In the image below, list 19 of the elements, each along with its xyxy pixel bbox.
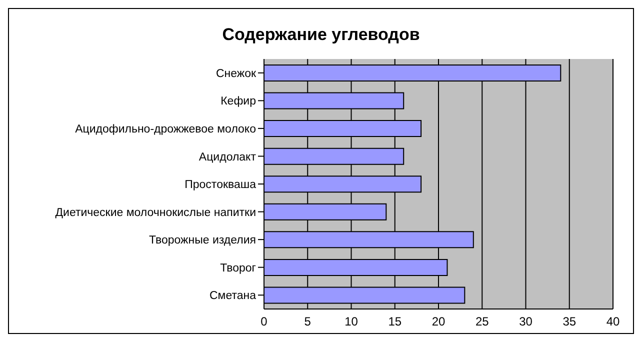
y-tick-label: Творожные изделия <box>149 234 256 247</box>
x-tick-label: 35 <box>562 314 576 329</box>
y-tick-label: Кефир <box>220 96 256 108</box>
chart-title: Содержание углеводов <box>221 25 421 46</box>
y-tick-label: Ацидолакт <box>198 151 257 164</box>
y-tick-label: Творог <box>220 262 256 274</box>
x-tick-label: 0 <box>260 314 268 329</box>
y-tick-label: Ацидофильно-дрожжевое молоко <box>75 124 256 136</box>
x-tick-label: 20 <box>432 314 446 329</box>
y-tick-label: Снежок <box>216 68 257 80</box>
y-tick-label: Диетические молочнокислые напитки <box>55 206 256 219</box>
y-tick-label: Простокваша <box>184 179 257 192</box>
x-tick-label: 30 <box>519 314 533 329</box>
y-tick-label: Сметана <box>209 290 257 302</box>
x-tick-label: 5 <box>304 314 312 329</box>
x-tick-label: 10 <box>344 314 358 329</box>
x-tick-label: 25 <box>475 314 490 329</box>
x-tick-label: 40 <box>606 314 620 329</box>
x-tick-label: 15 <box>388 314 402 329</box>
